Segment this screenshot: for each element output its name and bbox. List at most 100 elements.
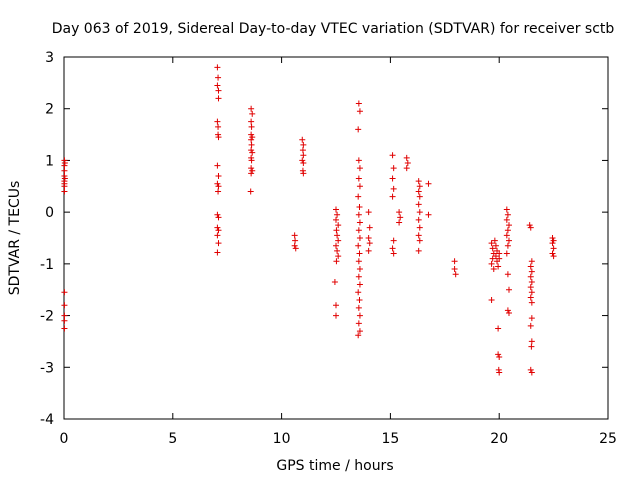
y-tick-label: 2 [45, 102, 54, 118]
data-points [61, 64, 557, 376]
x-tick-label: 10 [273, 431, 291, 447]
y-tick-label: -3 [40, 360, 54, 376]
data-point [355, 175, 362, 182]
data-point [248, 136, 255, 143]
data-point [527, 273, 534, 280]
data-point [61, 175, 68, 182]
data-point [415, 216, 422, 223]
data-point [396, 209, 403, 216]
x-tick-label: 5 [168, 431, 177, 447]
data-point [248, 141, 255, 148]
data-point [355, 242, 362, 249]
data-point [248, 157, 255, 164]
data-point [416, 224, 423, 231]
data-point [247, 188, 254, 195]
data-point [249, 167, 256, 174]
data-point [389, 193, 396, 200]
data-point [504, 227, 511, 234]
data-point [355, 211, 362, 218]
y-axis-label: SDTVAR / TECUs [7, 181, 23, 296]
data-point [356, 312, 363, 319]
data-point [528, 278, 535, 285]
data-point [248, 131, 255, 138]
data-point [505, 222, 512, 229]
data-point [416, 209, 423, 216]
data-point [300, 160, 307, 167]
data-point [416, 193, 423, 200]
data-point [390, 165, 397, 172]
data-point [61, 183, 68, 190]
data-point [491, 237, 498, 244]
data-point [415, 201, 422, 208]
data-point [291, 242, 298, 249]
data-point [549, 250, 556, 257]
data-point [495, 325, 502, 332]
data-point [248, 147, 255, 154]
data-point [61, 160, 68, 167]
data-point [334, 247, 341, 254]
data-point [504, 242, 511, 249]
data-point [355, 227, 362, 234]
data-point [528, 315, 535, 322]
data-point [61, 317, 68, 324]
data-point [528, 343, 535, 350]
data-point [416, 183, 423, 190]
data-point [550, 245, 557, 252]
data-point [356, 281, 363, 288]
data-point [496, 369, 503, 376]
data-point [333, 258, 340, 265]
data-point [527, 284, 534, 291]
data-point [355, 332, 362, 339]
data-point [331, 278, 338, 285]
data-point [248, 105, 255, 112]
data-point [397, 214, 404, 221]
data-point [488, 297, 495, 304]
data-point [528, 289, 535, 296]
data-point [365, 247, 372, 254]
data-point [248, 118, 255, 125]
data-point [300, 170, 307, 177]
y-tick-label: -4 [40, 412, 54, 428]
data-point [333, 216, 339, 223]
data-point [527, 294, 534, 301]
data-point [527, 366, 534, 373]
data-point [215, 214, 222, 221]
axes: 0 5 10 15 20 25 -4 -3 -2 -1 0 1 2 3 [40, 50, 617, 447]
data-point [214, 82, 221, 89]
data-point [365, 209, 372, 216]
data-point [550, 237, 557, 244]
data-point [300, 141, 307, 148]
data-point [215, 240, 222, 247]
data-point [496, 250, 503, 257]
data-point [355, 273, 362, 280]
x-tick-label: 0 [60, 431, 69, 447]
data-point [355, 126, 362, 133]
data-point [299, 147, 306, 154]
data-point [528, 338, 535, 345]
data-point [527, 224, 534, 231]
data-point [215, 87, 222, 94]
data-point [490, 266, 497, 273]
data-point [495, 263, 502, 270]
data-point [390, 185, 397, 192]
chart-title: Day 063 of 2019, Sidereal Day-to-day VTE… [52, 21, 615, 37]
data-point [503, 250, 510, 257]
data-point [496, 255, 503, 262]
data-point [550, 253, 557, 260]
data-point [451, 266, 458, 273]
data-point [249, 149, 256, 156]
data-point [355, 157, 362, 164]
data-point [61, 188, 68, 195]
data-point [214, 180, 221, 187]
data-point [355, 320, 362, 327]
data-point [299, 136, 306, 143]
data-point [528, 268, 535, 275]
data-point [503, 216, 510, 223]
data-point [425, 211, 432, 218]
x-tick-label: 25 [599, 431, 617, 447]
data-point [356, 219, 363, 226]
x-tick-label: 15 [381, 431, 399, 447]
data-point [366, 224, 373, 231]
data-point [366, 240, 373, 247]
data-point [415, 178, 422, 185]
